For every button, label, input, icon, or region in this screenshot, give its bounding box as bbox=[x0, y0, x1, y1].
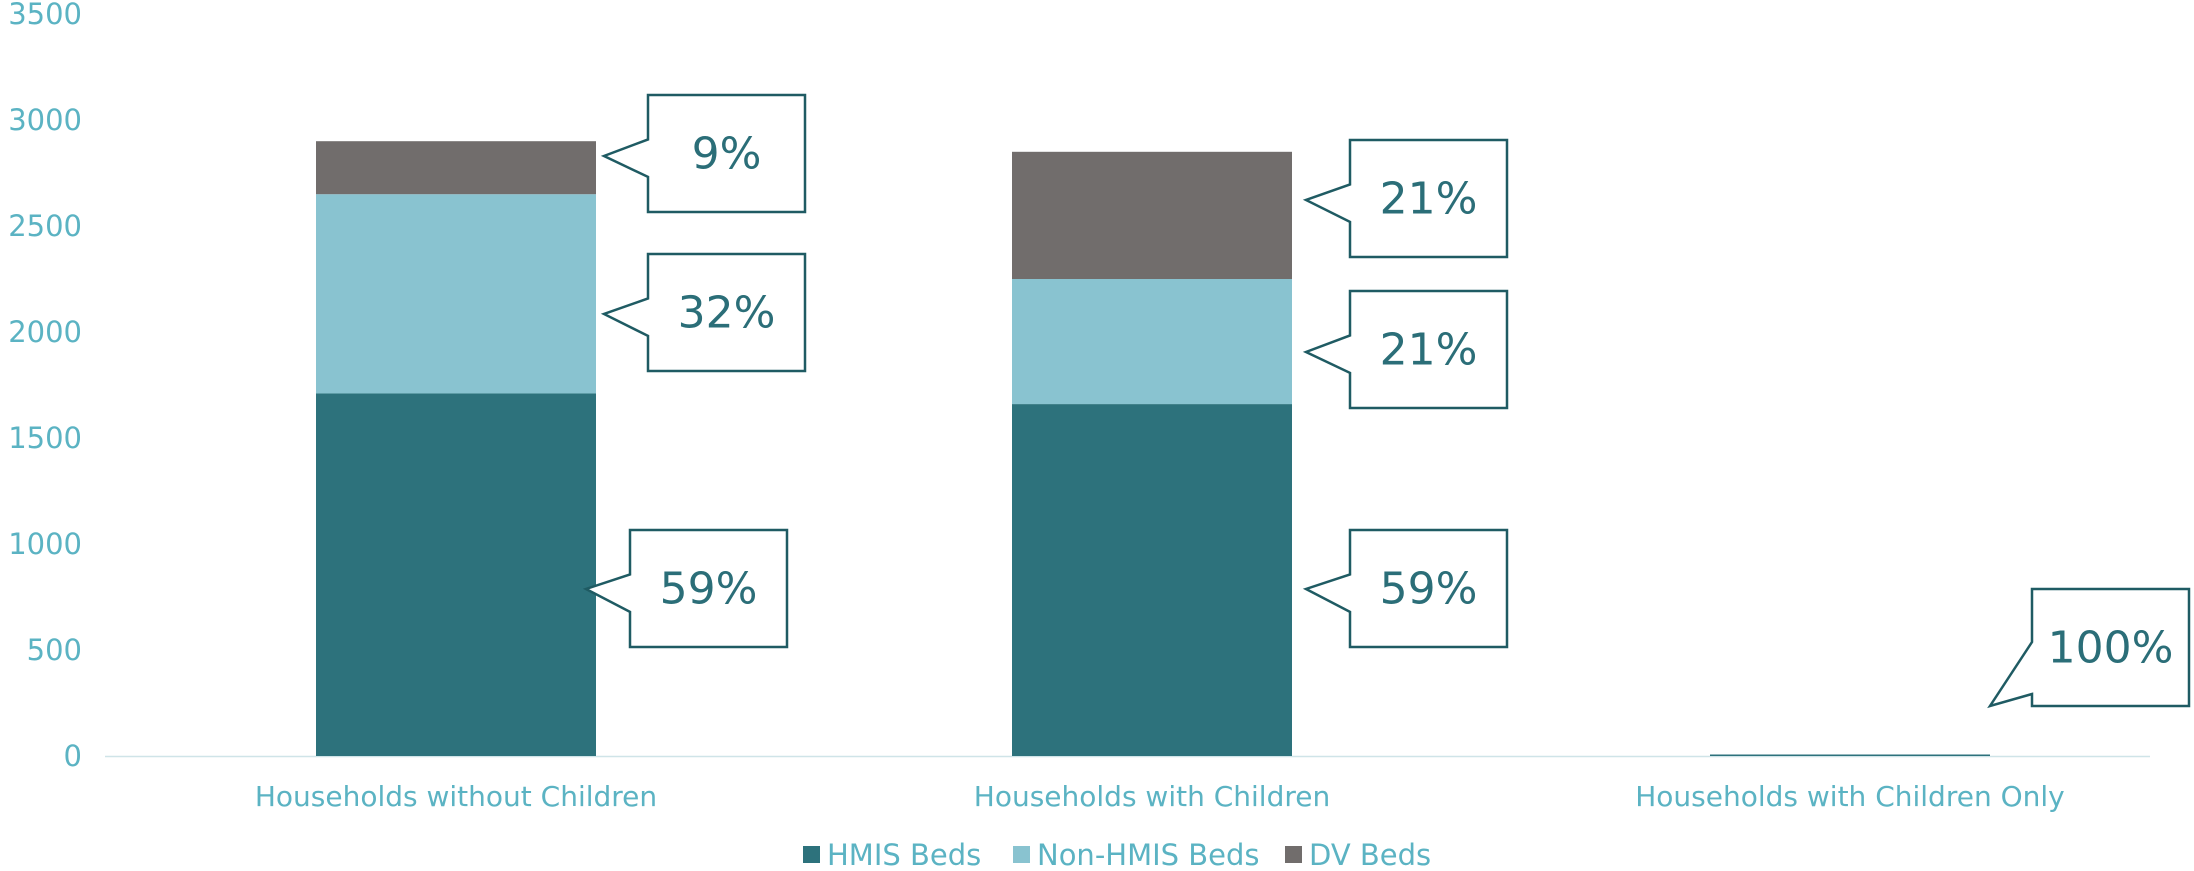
bar-segment bbox=[316, 393, 596, 756]
legend-swatch bbox=[1013, 846, 1030, 863]
data-label-text: 9% bbox=[692, 129, 762, 180]
y-tick-label: 2500 bbox=[8, 209, 82, 243]
y-tick-label: 3000 bbox=[8, 103, 82, 137]
data-label: 59% bbox=[582, 528, 789, 649]
y-tick-label: 3500 bbox=[8, 0, 82, 31]
legend-swatch bbox=[1285, 846, 1302, 863]
bar-segment bbox=[1012, 404, 1292, 756]
bar-segment bbox=[316, 194, 596, 394]
legend-item: Non-HMIS Beds bbox=[1013, 838, 1260, 871]
callout-box bbox=[1302, 528, 1509, 649]
legend-swatch bbox=[803, 846, 820, 863]
callout-box bbox=[1302, 138, 1509, 259]
y-tick-label: 1500 bbox=[8, 421, 82, 455]
callout-box bbox=[582, 528, 789, 649]
data-label-text: 32% bbox=[678, 288, 776, 339]
data-label: 59% bbox=[1302, 528, 1509, 649]
x-tick-label: Households with Children bbox=[974, 780, 1330, 813]
y-axis: 0 500 1000 1500 2000 2500 3000 3500 bbox=[8, 0, 82, 773]
legend-item: DV Beds bbox=[1285, 838, 1431, 871]
data-label: 100% bbox=[1987, 587, 2191, 709]
data-label: 32% bbox=[600, 252, 807, 373]
data-label: 21% bbox=[1302, 289, 1509, 410]
y-tick-label: 0 bbox=[64, 739, 82, 773]
legend-label: Non-HMIS Beds bbox=[1037, 838, 1260, 871]
data-label-text: 59% bbox=[1380, 564, 1478, 615]
x-tick-label: Households without Children bbox=[255, 780, 657, 813]
data-label: 9% bbox=[600, 93, 807, 214]
y-tick-label: 2000 bbox=[8, 315, 82, 349]
legend-label: DV Beds bbox=[1309, 838, 1431, 871]
x-tick-label: Households with Children Only bbox=[1635, 780, 2065, 813]
data-label-text: 21% bbox=[1380, 174, 1478, 225]
bar-stacks bbox=[316, 141, 1990, 756]
legend: HMIS Beds Non-HMIS Beds DV Beds bbox=[803, 838, 1431, 871]
x-axis: Households without Children Households wi… bbox=[105, 755, 2150, 813]
bar-segment bbox=[1710, 754, 1990, 756]
legend-item: HMIS Beds bbox=[803, 838, 981, 871]
bar-segment bbox=[1012, 279, 1292, 405]
bar-segment bbox=[1012, 151, 1292, 279]
data-label-callouts: 59% 32% 9% 59% 21% 21% 100% bbox=[582, 93, 2191, 709]
data-label-text: 21% bbox=[1380, 325, 1478, 376]
data-label-text: 100% bbox=[2048, 623, 2174, 674]
callout-box bbox=[600, 93, 807, 214]
data-label-text: 59% bbox=[660, 564, 758, 615]
legend-label: HMIS Beds bbox=[827, 838, 981, 871]
callout-box bbox=[1987, 587, 2191, 709]
callout-box bbox=[1302, 289, 1509, 410]
callout-box bbox=[600, 252, 807, 373]
bar-segment bbox=[316, 141, 596, 195]
y-tick-label: 500 bbox=[27, 633, 82, 667]
y-tick-label: 1000 bbox=[8, 527, 82, 561]
data-label: 21% bbox=[1302, 138, 1509, 259]
